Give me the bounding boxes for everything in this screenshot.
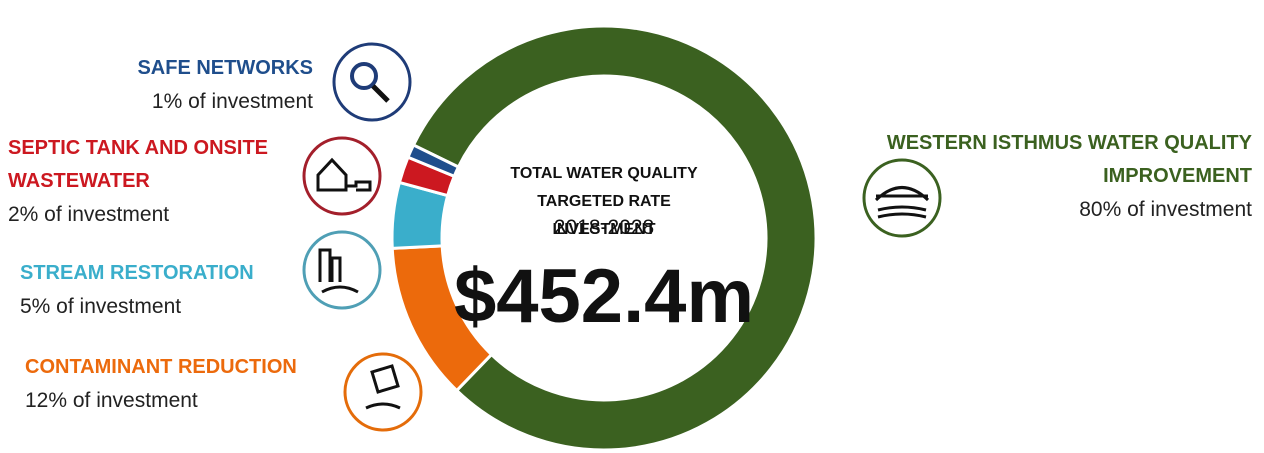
category-name: CONTAMINANT REDUCTION	[25, 356, 297, 378]
category-label: STREAM RESTORATION 5% of investment	[20, 257, 254, 323]
contaminant-icon	[343, 352, 423, 432]
center-heading: TOTAL WATER QUALITY TARGETED RATE INVEST…	[510, 165, 698, 238]
safe-networks-icon	[332, 42, 412, 122]
value-label: 12% of investment	[25, 389, 198, 412]
icon-glyph	[874, 186, 930, 219]
donut-slice	[390, 244, 494, 393]
icon-glyph	[365, 364, 401, 410]
category-name: SAFE NETWORKS	[137, 57, 313, 79]
category-label: CONTAMINANT REDUCTION 12% of investment	[25, 351, 297, 417]
value-label: 1% of investment	[151, 90, 313, 113]
western-isthmus-icon	[862, 158, 942, 238]
septic-icon	[302, 136, 382, 216]
donut-slice	[406, 143, 461, 179]
icon-glyph	[350, 62, 378, 90]
icon-glyph	[316, 157, 372, 192]
donut-slice	[411, 24, 818, 452]
donut-slice	[397, 155, 457, 198]
center-period: 2018-2028	[553, 216, 655, 239]
category-label: SEPTIC TANK AND ONSITE WASTEWATER 2% of i…	[8, 132, 308, 231]
value-label: 2% of investment	[8, 203, 170, 226]
category-name: STREAM RESTORATION	[20, 262, 254, 284]
category-name: SEPTIC TANK AND ONSITE WASTEWATER	[8, 137, 269, 192]
value-label: 5% of investment	[20, 295, 182, 318]
category-name: WESTERN ISTHMUS WATER QUALITY IMPROVEMEN…	[886, 132, 1252, 187]
stream-icon	[302, 230, 382, 310]
icons	[302, 42, 942, 432]
icon-glyph	[318, 248, 359, 294]
icon-glyph	[371, 84, 390, 103]
donut-slice	[390, 180, 450, 250]
value-label: 80% of investment	[1079, 198, 1252, 221]
category-label: SAFE NETWORKS 1% of investment	[137, 52, 313, 118]
center-total: $452.4m	[454, 254, 755, 339]
category-label: WESTERN ISTHMUS WATER QUALITY IMPROVEMEN…	[832, 127, 1252, 226]
